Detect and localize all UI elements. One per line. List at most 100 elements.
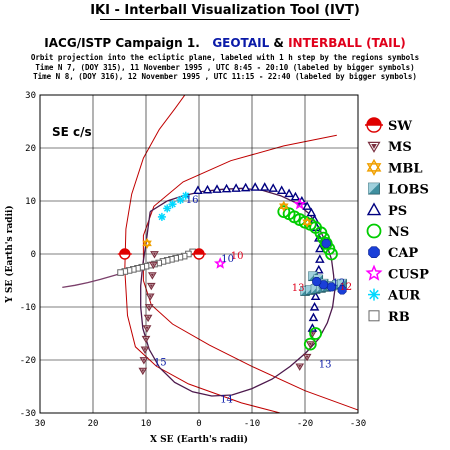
marker-ns bbox=[309, 327, 323, 340]
legend-label-ms: MS bbox=[388, 140, 412, 155]
y-tick-label: -10 bbox=[20, 303, 36, 313]
x-tick-label: -30 bbox=[350, 419, 366, 429]
x-tick-label: 10 bbox=[141, 419, 152, 429]
sw-half bbox=[119, 249, 130, 254]
ms-core bbox=[149, 284, 153, 288]
ms-core bbox=[142, 358, 146, 362]
hour-label: 12 bbox=[333, 278, 346, 289]
legend-symbol-aur bbox=[368, 288, 380, 301]
marker-ms bbox=[149, 261, 158, 270]
geotail-label: GEOTAIL bbox=[212, 36, 270, 50]
marker-ps bbox=[315, 254, 325, 263]
ns-circle bbox=[303, 337, 317, 351]
ps-triangle bbox=[221, 183, 232, 193]
y-tick-label: -30 bbox=[20, 409, 36, 419]
marker-ms bbox=[302, 353, 312, 362]
hour-label: 15 bbox=[154, 357, 167, 368]
marker-aur bbox=[157, 212, 166, 221]
ms-core bbox=[141, 369, 145, 373]
legend-symbol-cusp bbox=[365, 264, 383, 281]
ms-core bbox=[150, 273, 155, 277]
tool-title: IKI - Interball Visualization Tool (IVT) bbox=[90, 3, 360, 18]
ms-core bbox=[298, 365, 302, 369]
ps-triangle bbox=[309, 301, 320, 311]
marker-ps bbox=[259, 182, 270, 191]
y-tick-label: 30 bbox=[25, 91, 36, 101]
mbl-tri-b bbox=[279, 203, 289, 212]
mbl-tri-b bbox=[302, 219, 312, 228]
cap-octagon bbox=[321, 238, 331, 248]
marker-ms bbox=[295, 363, 305, 371]
ms-core bbox=[308, 342, 312, 346]
ps-triangle bbox=[240, 182, 251, 192]
marker-ps bbox=[313, 264, 324, 274]
marker-aur bbox=[181, 191, 190, 200]
cusp-star bbox=[213, 257, 227, 269]
legend-symbol-ms bbox=[367, 141, 381, 153]
marker-ps bbox=[250, 182, 260, 191]
legend-symbol-sw bbox=[365, 117, 383, 133]
marker-ns bbox=[303, 337, 317, 351]
ps-triangle bbox=[310, 291, 321, 300]
legend-label-lobs: LOBS bbox=[388, 183, 429, 198]
legend-symbol-lobs bbox=[368, 182, 380, 195]
campaign-line: IACG/ISTP Campaign 1. GEOTAIL & INTERBAL… bbox=[0, 36, 450, 50]
ms-core bbox=[152, 252, 157, 256]
marker-aur bbox=[163, 204, 172, 213]
marker-ps bbox=[193, 185, 203, 194]
amp-label: & bbox=[273, 36, 284, 50]
marker-aur bbox=[176, 195, 185, 204]
marker-ms bbox=[150, 251, 159, 259]
x-axis-title: X SE (Earth's radii) bbox=[150, 434, 248, 445]
ns-circle bbox=[325, 247, 338, 261]
subtitle-orbit-projection: Orbit projection into the ecliptic plane… bbox=[30, 53, 420, 62]
ms-core bbox=[147, 305, 151, 309]
y-tick-label: -20 bbox=[20, 356, 36, 366]
plot-frame bbox=[39, 94, 359, 414]
marker-cap bbox=[312, 277, 322, 287]
marker-rb bbox=[117, 269, 124, 276]
lobs-highlight bbox=[308, 271, 318, 281]
marker-cap bbox=[321, 238, 331, 248]
hour-label: 16 bbox=[186, 195, 199, 206]
cap-octagon bbox=[312, 277, 322, 287]
marker-ps bbox=[306, 207, 317, 217]
marker-ps bbox=[240, 182, 251, 192]
marker-ps bbox=[315, 243, 325, 253]
legend-label-ns: NS bbox=[388, 225, 409, 240]
marker-ps bbox=[308, 312, 319, 322]
subtitle-time-n8: Time N 8, (DOY 316), 12 November 1995 , … bbox=[33, 72, 417, 81]
ps-triangle bbox=[284, 188, 294, 198]
legend-symbol-cap bbox=[368, 246, 380, 258]
marker-ps bbox=[290, 191, 301, 201]
ms-core bbox=[145, 326, 149, 330]
marker-ms bbox=[305, 341, 315, 349]
x-tick-label: -10 bbox=[244, 419, 260, 429]
aur-spoke bbox=[158, 213, 166, 221]
marker-ms bbox=[139, 357, 149, 365]
aur-spoke bbox=[182, 192, 190, 200]
marker-cap bbox=[337, 285, 347, 295]
marker-ms bbox=[144, 304, 154, 312]
marker-ms bbox=[142, 325, 152, 333]
marker-mbl bbox=[142, 237, 152, 249]
y-tick-label: 20 bbox=[25, 144, 36, 154]
hour-label: 10 bbox=[231, 251, 244, 262]
mbl-tri-b bbox=[142, 240, 152, 249]
legend-label-ps: PS bbox=[388, 204, 407, 219]
rb-square bbox=[117, 269, 124, 276]
ps-triangle bbox=[315, 254, 325, 263]
ps-triangle bbox=[315, 243, 325, 253]
boundary-lines bbox=[124, 95, 358, 413]
ps-triangle bbox=[276, 185, 287, 194]
marker-cusp bbox=[293, 197, 306, 210]
legend: SW MS MBL LOBS PS NS CAP CUSP AUR RB bbox=[365, 117, 429, 325]
marker-aur bbox=[168, 200, 177, 209]
ms-core bbox=[151, 263, 156, 267]
marker-ns bbox=[325, 247, 338, 261]
aur-spoke bbox=[369, 289, 379, 300]
aur-spoke bbox=[169, 200, 176, 208]
marker-cusp bbox=[213, 257, 227, 269]
